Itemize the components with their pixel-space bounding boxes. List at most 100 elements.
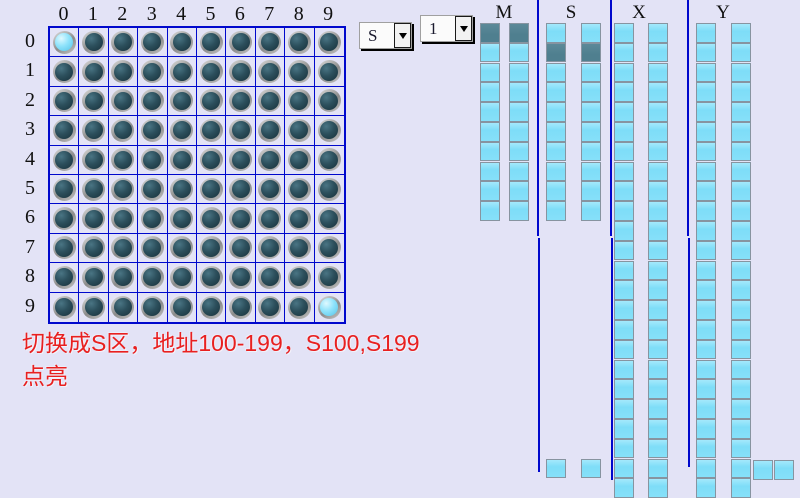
- led-cell-6-9[interactable]: [314, 204, 344, 234]
- led-cell-0-5[interactable]: [196, 28, 227, 58]
- led-cell-9-9[interactable]: [315, 293, 344, 322]
- led-cell-1-4[interactable]: [167, 57, 197, 87]
- bit-square-y[interactable]: [731, 379, 751, 399]
- bit-square-y[interactable]: [731, 399, 751, 419]
- bit-square-x[interactable]: [614, 359, 634, 380]
- bit-square-x[interactable]: [648, 379, 668, 399]
- led-cell-0-6[interactable]: [226, 28, 256, 58]
- bit-square-m[interactable]: [480, 141, 500, 162]
- led-cell-5-6[interactable]: [226, 174, 256, 205]
- bit-square-x[interactable]: [648, 320, 668, 340]
- led-cell-0-7[interactable]: [255, 28, 286, 58]
- bit-square-y[interactable]: [696, 161, 716, 182]
- bit-square-x[interactable]: [614, 379, 634, 399]
- bit-square-y[interactable]: [731, 419, 751, 439]
- bit-square-x[interactable]: [648, 280, 668, 300]
- bit-square-s[interactable]: [546, 23, 566, 43]
- led-cell-5-5[interactable]: [196, 174, 227, 205]
- bit-square-m[interactable]: [509, 62, 529, 83]
- led-cell-8-6[interactable]: [226, 263, 256, 293]
- led-cell-6-5[interactable]: [196, 204, 227, 234]
- bit-square-y[interactable]: [696, 280, 716, 300]
- bit-square-x[interactable]: [648, 478, 668, 498]
- bit-square-x[interactable]: [648, 141, 668, 162]
- bit-square-m[interactable]: [509, 141, 529, 162]
- led-cell-5-4[interactable]: [167, 174, 197, 205]
- bit-square-s[interactable]: [546, 42, 566, 63]
- bit-square-y[interactable]: [731, 161, 751, 182]
- bit-square-m[interactable]: [509, 161, 529, 182]
- bit-square-y[interactable]: [696, 201, 716, 221]
- bit-square-m[interactable]: [480, 82, 500, 102]
- bit-square-m[interactable]: [509, 122, 529, 142]
- bit-square-m[interactable]: [509, 201, 529, 221]
- bit-square-y[interactable]: [731, 23, 751, 43]
- bit-square-s[interactable]: [546, 82, 566, 102]
- led-cell-8-5[interactable]: [196, 263, 227, 293]
- led-cell-3-5[interactable]: [196, 116, 227, 146]
- led-cell-6-8[interactable]: [285, 204, 315, 234]
- led-cell-3-8[interactable]: [285, 116, 315, 146]
- bit-square-m[interactable]: [509, 102, 529, 122]
- led-cell-7-3[interactable]: [138, 233, 168, 264]
- bit-square-x[interactable]: [614, 161, 634, 182]
- bit-square-x[interactable]: [648, 161, 668, 182]
- led-cell-4-9[interactable]: [314, 146, 344, 175]
- bit-square-y[interactable]: [696, 399, 716, 419]
- led-cell-4-3[interactable]: [138, 145, 168, 175]
- bit-square-x[interactable]: [614, 141, 634, 162]
- bit-square-s[interactable]: [581, 82, 601, 102]
- bit-square-x[interactable]: [614, 122, 634, 142]
- led-cell-2-5[interactable]: [196, 86, 227, 117]
- led-cell-2-0[interactable]: [50, 86, 80, 117]
- bit-square-y[interactable]: [696, 458, 716, 479]
- led-cell-3-7[interactable]: [255, 116, 286, 146]
- led-cell-1-9[interactable]: [314, 57, 344, 87]
- led-cell-4-0[interactable]: [50, 145, 80, 175]
- bit-square-x[interactable]: [614, 339, 634, 360]
- led-cell-9-8[interactable]: [285, 292, 315, 322]
- bit-square-y[interactable]: [731, 42, 751, 63]
- bit-square-x[interactable]: [648, 102, 668, 122]
- bit-square-x[interactable]: [614, 240, 634, 261]
- led-cell-3-4[interactable]: [167, 116, 197, 146]
- led-cell-1-1[interactable]: [79, 57, 109, 87]
- bit-square-extra[interactable]: [753, 460, 773, 480]
- led-cell-6-7[interactable]: [255, 204, 286, 234]
- led-cell-8-1[interactable]: [79, 263, 109, 293]
- bit-square-y[interactable]: [696, 221, 716, 241]
- led-cell-0-1[interactable]: [79, 28, 109, 58]
- bit-square-m[interactable]: [480, 102, 500, 122]
- led-cell-8-2[interactable]: [108, 263, 139, 293]
- bit-square-y[interactable]: [731, 240, 751, 261]
- bit-square-x[interactable]: [614, 82, 634, 102]
- bit-square-s[interactable]: [581, 42, 601, 63]
- bit-square-s[interactable]: [581, 102, 601, 122]
- led-cell-4-2[interactable]: [108, 145, 139, 175]
- led-cell-3-2[interactable]: [108, 116, 139, 146]
- bit-square-y[interactable]: [731, 458, 751, 479]
- led-cell-1-3[interactable]: [138, 57, 168, 87]
- led-cell-4-8[interactable]: [285, 145, 315, 175]
- bit-square-y[interactable]: [696, 438, 716, 459]
- led-cell-9-2[interactable]: [109, 292, 139, 322]
- bit-square-m[interactable]: [480, 42, 500, 63]
- bit-square-y[interactable]: [731, 141, 751, 162]
- bit-square-m[interactable]: [480, 161, 500, 182]
- led-cell-2-3[interactable]: [138, 86, 168, 117]
- bit-square-x[interactable]: [614, 280, 634, 300]
- bit-square-x[interactable]: [614, 42, 634, 63]
- bit-square-s[interactable]: [581, 122, 601, 142]
- led-cell-5-0[interactable]: [50, 174, 80, 205]
- bit-square-s[interactable]: [581, 141, 601, 162]
- bit-square-y[interactable]: [731, 320, 751, 340]
- page-dropdown-button[interactable]: [455, 16, 472, 41]
- led-cell-2-4[interactable]: [167, 86, 197, 117]
- bit-square-s[interactable]: [546, 102, 566, 122]
- bit-square-x[interactable]: [614, 438, 634, 459]
- bit-square-y[interactable]: [731, 62, 751, 83]
- bit-square-y[interactable]: [696, 102, 716, 122]
- led-cell-6-0[interactable]: [50, 204, 80, 234]
- led-cell-6-3[interactable]: [138, 204, 168, 234]
- zone-dropdown-button[interactable]: [394, 23, 411, 48]
